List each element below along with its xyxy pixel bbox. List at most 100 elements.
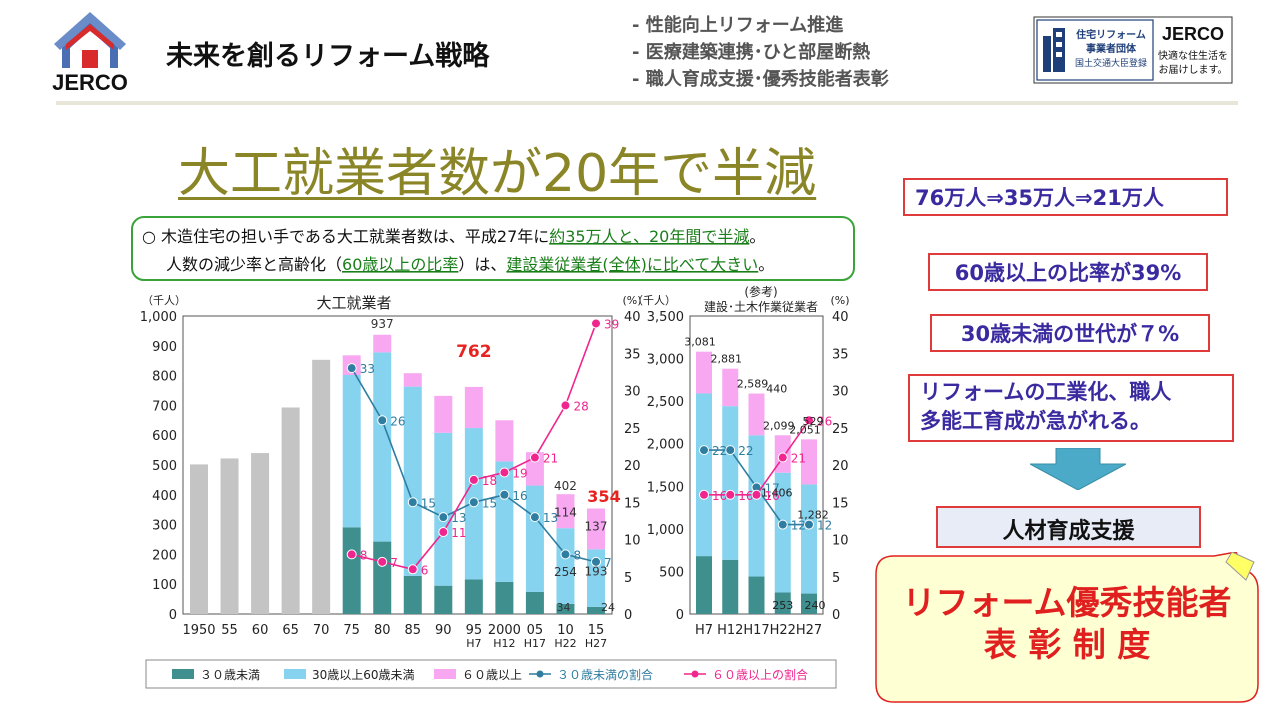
data-label: 24 (601, 601, 615, 614)
y-tick-label: 500 (152, 459, 177, 474)
data-label: 937 (371, 317, 394, 331)
y-tick-label: 400 (152, 489, 177, 504)
ratio-point (529, 452, 540, 463)
bar-total (281, 407, 300, 614)
bar-segment (342, 527, 361, 614)
x-tick-label: 80 (374, 623, 391, 638)
y2-axis-unit: (%) (830, 294, 849, 307)
legend-marker (536, 670, 544, 678)
data-label: 402 (554, 479, 577, 493)
y2-tick-label: 0 (624, 608, 632, 623)
ratio-point (751, 489, 762, 500)
ratio-point (499, 467, 510, 478)
bar-segment (748, 393, 765, 436)
bar-segment (403, 386, 422, 576)
y2-tick-label: 20 (832, 459, 849, 474)
chart-legend: ３０歳未満 30歳以上60歳未満 ６０歳以上 ３０歳未満の割合 ６０歳以上の割合 (145, 659, 837, 689)
ratio-label: 28 (573, 399, 588, 413)
bar-segment (801, 593, 817, 614)
x-tick-sublabel: H12 (493, 637, 515, 650)
ratio-label: 17 (765, 481, 780, 495)
ratio-point (560, 549, 571, 560)
y2-tick-label: 0 (832, 608, 840, 623)
data-label: 34 (556, 601, 570, 614)
legend-swatch (172, 669, 194, 679)
ratio-label: 16 (765, 489, 780, 503)
badge-tagline2: お届けします。 (1159, 64, 1228, 76)
legend-swatch (434, 669, 456, 679)
y2-tick-label: 25 (624, 422, 641, 437)
svg-text:○ 木造住宅の担い手である大工就業者数は、平成27年に約35: ○ 木造住宅の担い手である大工就業者数は、平成27年に約35万人と、20年間で半… (142, 227, 765, 246)
bar-segment (587, 606, 605, 614)
legend-marker (691, 670, 699, 678)
bar-segment (373, 352, 392, 542)
ratio-label: 22 (712, 444, 727, 458)
legend-label: 30歳以上60歳未満 (312, 668, 415, 682)
y2-tick-label: 20 (624, 459, 641, 474)
bar-segment (464, 579, 483, 614)
ratio-point (407, 497, 418, 508)
y2-tick-label: 15 (624, 496, 641, 511)
notice-text: 。 (758, 255, 774, 274)
data-label: 254 (554, 565, 577, 579)
y-tick-label: 900 (152, 340, 177, 355)
reform-urgency-box: リフォームの工業化、職人 多能工育成が急がれる。 (908, 374, 1234, 442)
bar-segment (495, 581, 514, 614)
y2-tick-label: 5 (832, 571, 840, 586)
y-axis-unit: （千人） (632, 294, 676, 307)
ratio-point (725, 489, 736, 500)
bar-segment (434, 432, 453, 586)
bar-segment (748, 435, 765, 577)
ratio-label: 39 (604, 317, 619, 331)
notice-text: 。 (749, 227, 765, 246)
chart-title-note: (参考) (744, 284, 777, 299)
reform-line: 多能工育成が急がれる。 (920, 409, 1151, 433)
y2-tick-label: 5 (624, 571, 632, 586)
arrow-down-icon (1030, 448, 1126, 490)
y-tick-label: 2,000 (647, 438, 684, 453)
y-tick-label: 0 (676, 608, 684, 623)
bar-segment (722, 406, 739, 560)
x-tick-label: H27 (796, 623, 822, 638)
notice-text: ○ 木造住宅の担い手である大工就業者数は、平成27年に (142, 227, 549, 246)
badge-line3: 国土交通大臣登録 (1075, 57, 1147, 69)
bar-segment (774, 472, 791, 593)
award-subtitle: 表 彰 制 度 (983, 625, 1151, 664)
jerco-registration-badge: 住宅リフォーム 事業者団体 国土交通大臣登録 JERCO 快適な住生活を お届け… (1033, 16, 1233, 84)
y-tick-label: 1,000 (647, 523, 684, 538)
y-tick-label: 0 (169, 608, 177, 623)
data-label: 440 (766, 383, 787, 396)
y2-tick-label: 35 (624, 347, 641, 362)
badge-line2: 事業者団体 (1086, 42, 1137, 55)
y2-axis-unit: (%) (622, 294, 641, 307)
notice-highlight: 約35万人と、20年間で半減 (549, 227, 749, 246)
ratio-point (777, 519, 788, 530)
ratio-label: 33 (360, 362, 375, 376)
header-bullet-list: - 性能向上リフォーム推進 - 医療建築連携･ひと部屋断熱 - 職人育成支援･優… (632, 12, 889, 93)
data-label: 1,406 (761, 487, 793, 500)
x-tick-label: H22 (770, 623, 796, 638)
notice-text: 人数の減少率と高齢化（ (166, 255, 342, 274)
ratio-point (346, 363, 357, 374)
header-divider (56, 101, 1238, 105)
x-tick-sublabel: H7 (466, 637, 481, 650)
y2-tick-label: 10 (624, 534, 641, 549)
bar-segment (774, 592, 791, 614)
data-label: 137 (585, 520, 608, 534)
reform-line: リフォームの工業化、職人 (920, 380, 1172, 404)
notice-text: ）は、 (458, 255, 506, 274)
x-tick-sublabel: H22 (554, 637, 576, 650)
ratio-label: 16 (512, 489, 527, 503)
x-tick-label: 65 (282, 623, 299, 638)
construction-workers-chart: 0 500 1,000 1,500 2,000 2,500 3,000 3,500 0 5 10 15… (632, 284, 850, 638)
legend-label: ６０歳以上の割合 (712, 667, 808, 682)
ratio-point (407, 564, 418, 575)
legend-label: ６０歳以上 (462, 668, 522, 682)
ratio-point (468, 474, 479, 485)
y2-tick-label: 35 (832, 347, 849, 362)
ratio-point (725, 445, 736, 456)
data-label: 253 (772, 599, 793, 612)
notice-highlight: 建設業従業者(全体)に比べて大きい (506, 255, 758, 274)
over60-ratio-box: 60歳以上の比率が39% (928, 253, 1208, 291)
bar-total (190, 464, 208, 614)
